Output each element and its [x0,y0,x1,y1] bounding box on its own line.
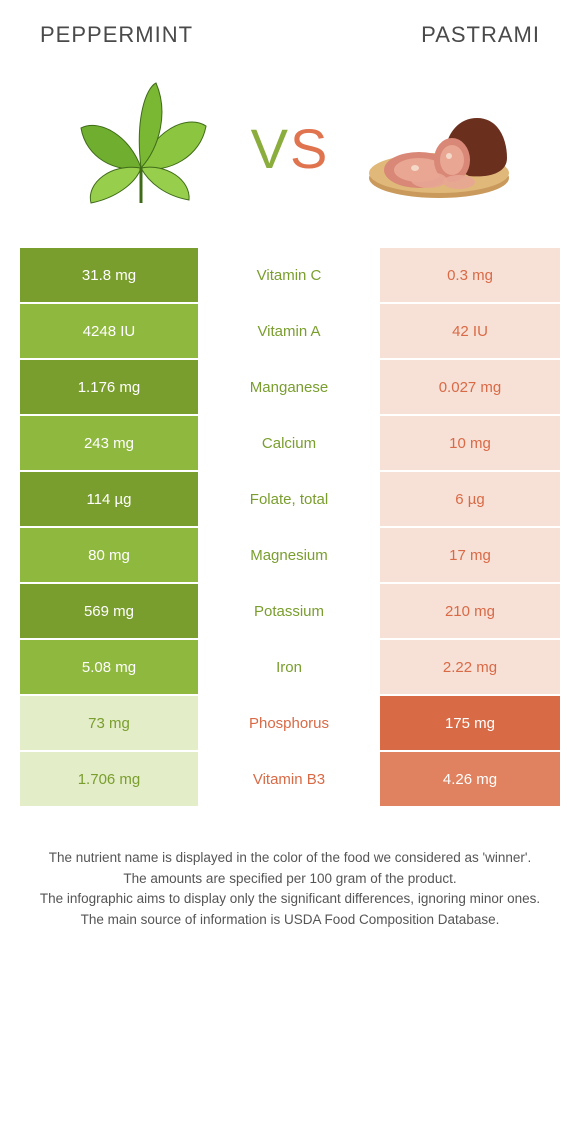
table-row: 569 mgPotassium210 mg [20,584,560,640]
nutrient-name: Iron [200,640,380,694]
left-value: 4248 IU [20,304,200,358]
nutrient-name: Calcium [200,416,380,470]
right-value: 175 mg [380,696,560,750]
right-value: 10 mg [380,416,560,470]
vs-label: VS [251,116,330,181]
nutrient-name: Vitamin B3 [200,752,380,806]
left-value: 73 mg [20,696,200,750]
left-value: 114 µg [20,472,200,526]
nutrient-name: Vitamin A [200,304,380,358]
table-row: 4248 IUVitamin A42 IU [20,304,560,360]
right-value: 6 µg [380,472,560,526]
nutrient-name: Phosphorus [200,696,380,750]
right-value: 17 mg [380,528,560,582]
table-row: 1.176 mgManganese0.027 mg [20,360,560,416]
nutrient-name: Vitamin C [200,248,380,302]
nutrient-name: Magnesium [200,528,380,582]
table-row: 5.08 mgIron2.22 mg [20,640,560,696]
table-row: 73 mgPhosphorus175 mg [20,696,560,752]
nutrient-table: 31.8 mgVitamin C0.3 mg4248 IUVitamin A42… [0,248,580,808]
header: Peppermint Pastrami [0,0,580,58]
right-value: 4.26 mg [380,752,560,806]
footer-line-2: The amounts are specified per 100 gram o… [30,869,550,889]
footer-line-4: The main source of information is USDA F… [30,910,550,930]
footer-line-1: The nutrient name is displayed in the co… [30,848,550,868]
right-value: 0.027 mg [380,360,560,414]
right-value: 210 mg [380,584,560,638]
vs-s: S [290,117,329,180]
left-value: 80 mg [20,528,200,582]
right-value: 0.3 mg [380,248,560,302]
nutrient-name: Manganese [200,360,380,414]
images-row: VS [0,58,580,248]
footer-line-3: The infographic aims to display only the… [30,889,550,909]
table-row: 1.706 mgVitamin B34.26 mg [20,752,560,808]
right-value: 2.22 mg [380,640,560,694]
right-food-title: Pastrami [421,22,540,48]
nutrient-name: Folate, total [200,472,380,526]
left-food-title: Peppermint [40,22,193,48]
table-row: 31.8 mgVitamin C0.3 mg [20,248,560,304]
peppermint-image [61,78,221,218]
pastrami-image [359,78,519,218]
table-row: 243 mgCalcium10 mg [20,416,560,472]
left-value: 1.176 mg [20,360,200,414]
table-row: 80 mgMagnesium17 mg [20,528,560,584]
vs-v: V [251,117,290,180]
footer-text: The nutrient name is displayed in the co… [0,808,580,950]
table-row: 114 µgFolate, total6 µg [20,472,560,528]
nutrient-name: Potassium [200,584,380,638]
right-value: 42 IU [380,304,560,358]
left-value: 31.8 mg [20,248,200,302]
left-value: 569 mg [20,584,200,638]
left-value: 1.706 mg [20,752,200,806]
left-value: 5.08 mg [20,640,200,694]
left-value: 243 mg [20,416,200,470]
